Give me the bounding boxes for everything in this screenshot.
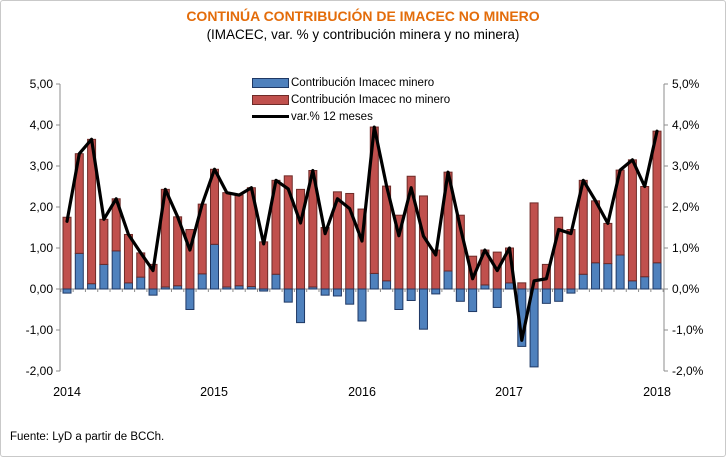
bar-minero-2014-06 bbox=[123, 282, 133, 290]
bar-minero-2016-01 bbox=[357, 288, 367, 322]
x-axis-label-2018: 2018 bbox=[643, 385, 671, 399]
bar-minero-2015-01 bbox=[210, 243, 220, 290]
bar-minero-2017-03 bbox=[529, 288, 539, 368]
bar-minero-2016-04 bbox=[394, 288, 404, 310]
bar-no-minero-2017-11 bbox=[627, 159, 637, 282]
bar-minero-2017-04 bbox=[541, 288, 551, 304]
y-axis-left-label: 4,00 bbox=[30, 118, 54, 132]
bar-minero-2015-08 bbox=[296, 288, 306, 324]
bar-minero-2014-12 bbox=[197, 273, 207, 290]
bar-minero-2017-05 bbox=[554, 288, 564, 302]
bar-minero-2015-12 bbox=[345, 288, 355, 305]
bar-minero-2017-06 bbox=[566, 288, 576, 294]
bar-minero-2015-07 bbox=[283, 288, 293, 303]
bar-minero-2017-12 bbox=[640, 276, 650, 290]
bar-minero-2017-08 bbox=[591, 262, 601, 290]
y-axis-right-label: -1,0% bbox=[672, 323, 704, 337]
x-axis-label-2015: 2015 bbox=[200, 385, 228, 399]
y-axis-right-label: 3,0% bbox=[672, 159, 700, 173]
bar-minero-2016-06 bbox=[418, 288, 428, 330]
x-axis-label-2017: 2017 bbox=[495, 385, 523, 399]
bar-minero-2015-11 bbox=[332, 288, 342, 297]
bar-no-minero-2017-08 bbox=[591, 200, 601, 264]
bar-minero-2016-07 bbox=[431, 288, 441, 295]
bar-minero-2015-10 bbox=[320, 288, 330, 296]
bar-minero-2016-12 bbox=[492, 288, 502, 308]
source-note: Fuente: LyD a partir de BCCh. bbox=[10, 431, 165, 443]
bar-minero-2016-02 bbox=[369, 272, 379, 290]
legend-swatch-no-minero bbox=[252, 94, 289, 105]
bar-minero-2014-08 bbox=[148, 288, 158, 296]
legend-label-var12: var.% 12 meses bbox=[291, 110, 373, 123]
bar-minero-2014-05 bbox=[111, 250, 121, 290]
x-axis-label-2016: 2016 bbox=[348, 385, 376, 399]
y-axis-left-label: 0,00 bbox=[30, 282, 54, 296]
bar-minero-2017-10 bbox=[615, 254, 625, 290]
bar-no-minero-2015-03 bbox=[234, 194, 244, 287]
legend-label-minero: Contribución Imacec minero bbox=[291, 76, 435, 89]
legend-item-no-minero: Contribución Imacec no minero bbox=[252, 91, 450, 108]
bar-minero-2017-11 bbox=[627, 280, 637, 290]
legend-swatch-var12-line bbox=[252, 115, 289, 118]
bar-no-minero-2017-12 bbox=[640, 186, 650, 278]
bar-no-minero-2014-06 bbox=[123, 233, 133, 284]
bar-minero-2017-09 bbox=[603, 263, 613, 290]
bar-minero-2016-11 bbox=[480, 284, 490, 290]
legend-swatch-minero bbox=[252, 77, 289, 88]
bar-no-minero-2015-05 bbox=[259, 241, 269, 290]
bar-minero-2014-11 bbox=[185, 288, 195, 310]
bar-minero-2014-04 bbox=[99, 263, 109, 290]
bar-minero-2014-02 bbox=[74, 252, 84, 290]
bar-no-minero-2017-06 bbox=[566, 229, 576, 290]
y-axis-left-label: 1,00 bbox=[30, 241, 54, 255]
bar-minero-2016-09 bbox=[455, 288, 465, 302]
bar-minero-2014-03 bbox=[87, 283, 97, 290]
y-axis-right-label: 2,0% bbox=[672, 200, 700, 214]
bar-no-minero-2015-02 bbox=[222, 192, 232, 288]
bar-minero-2017-07 bbox=[578, 273, 588, 290]
y-axis-right-label: 4,0% bbox=[672, 118, 700, 132]
x-axis-label-2014: 2014 bbox=[53, 385, 81, 399]
bar-minero-2015-06 bbox=[271, 273, 281, 290]
y-axis-right-label: 1,0% bbox=[672, 241, 700, 255]
bar-no-minero-2014-04 bbox=[99, 218, 109, 265]
var12-line bbox=[65, 125, 659, 342]
bar-minero-2018-01 bbox=[652, 262, 662, 290]
bar-minero-2016-10 bbox=[468, 288, 478, 313]
chart-title: CONTINÚA CONTRIBUCIÓN DE IMACEC NO MINER… bbox=[186, 8, 540, 24]
y-axis-left-label: 5,00 bbox=[30, 77, 54, 91]
bar-no-minero-2017-09 bbox=[603, 222, 613, 265]
y-axis-right-label: -2,0% bbox=[672, 364, 704, 378]
legend: Contribución Imacec minero Contribución … bbox=[252, 74, 450, 125]
bar-minero-2014-01 bbox=[62, 288, 72, 294]
bar-no-minero-2015-10 bbox=[320, 227, 330, 290]
legend-item-var12: var.% 12 meses bbox=[252, 108, 450, 125]
bar-minero-2016-05 bbox=[406, 288, 416, 301]
legend-label-no-minero: Contribución Imacec no minero bbox=[291, 93, 451, 106]
y-axis-right-label: 0,0% bbox=[672, 282, 700, 296]
y-axis-left-label: -1,00 bbox=[26, 323, 54, 337]
chart-subtitle: (IMACEC, var. % y contribución minera y … bbox=[206, 27, 520, 42]
legend-item-minero: Contribución Imacec minero bbox=[252, 74, 450, 91]
y-axis-left-label: 2,00 bbox=[30, 200, 54, 214]
y-axis-right-label: 5,0% bbox=[672, 77, 700, 91]
bar-no-minero-2017-03 bbox=[529, 202, 539, 290]
bar-minero-2014-07 bbox=[136, 276, 146, 290]
y-axis-left-label: -2,00 bbox=[26, 364, 54, 378]
bar-minero-2016-08 bbox=[443, 270, 453, 290]
bar-minero-2016-03 bbox=[382, 280, 392, 290]
bar-no-minero-2017-02 bbox=[517, 282, 527, 290]
bar-no-minero-2014-01 bbox=[62, 216, 72, 290]
bar-minero-2015-05 bbox=[259, 288, 269, 292]
y-axis-left-label: 3,00 bbox=[30, 159, 54, 173]
bar-minero-2017-01 bbox=[505, 282, 515, 290]
